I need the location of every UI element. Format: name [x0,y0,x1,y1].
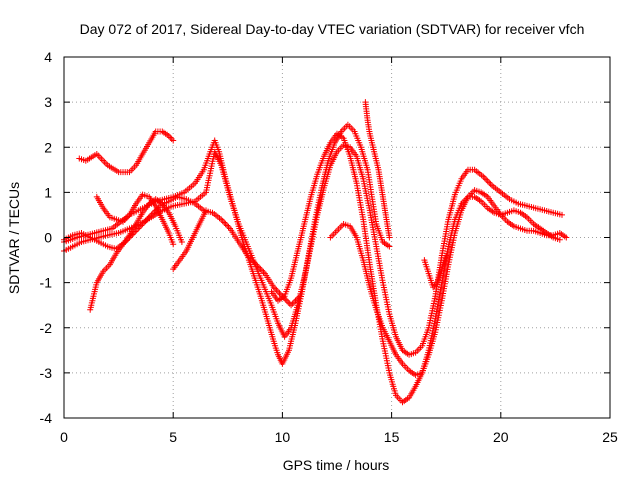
x-tick-label: 0 [60,429,68,445]
x-tick-label: 25 [602,429,618,445]
x-tick-label: 5 [169,429,177,445]
data-point [167,134,174,141]
data-point [178,239,185,245]
data-point [291,299,297,306]
data-point [285,299,292,306]
y-tick-label: 2 [44,139,52,155]
data-point [486,179,493,186]
chart-title: Day 072 of 2017, Sidereal Day-to-day VTE… [80,21,585,37]
data-point [443,252,450,259]
x-tick-label: 15 [384,429,400,445]
series-sat-b [61,121,393,367]
data-point [170,137,177,144]
series-sat-g [170,207,209,273]
y-tick-label: 4 [44,49,52,65]
y-tick-label: 1 [44,184,52,200]
y-tick-label: 0 [44,230,52,246]
x-axis-label: GPS time / hours [283,457,390,473]
data-point [296,293,303,300]
data-point [225,224,232,230]
data-point [289,300,296,307]
data-point [276,290,283,297]
axis-ticks: 0 5 10 15 20 25 -4 -3 -2 -1 0 1 2 3 4 [40,49,618,445]
y-axis-label: SDTVAR / TECUs [6,182,22,294]
series-sat-j [362,99,393,241]
series-sat-c [61,142,565,358]
data-point [481,175,488,182]
data-point [483,176,490,183]
y-tick-label: -3 [40,365,53,381]
data-point [138,222,145,229]
series-sat-a [76,128,177,176]
data-point [203,207,209,214]
y-tick-label: -2 [40,320,53,336]
data-point [259,267,265,274]
data-points [61,99,570,406]
x-tick-label: 20 [493,429,509,445]
data-point [563,234,570,241]
x-tick-label: 10 [275,429,291,445]
data-point [556,236,563,243]
data-point [221,219,228,226]
y-tick-label: -4 [40,410,53,426]
data-point [222,221,229,227]
data-point [487,181,494,188]
series-sat-f [93,191,177,248]
data-point [168,136,175,142]
data-point [484,178,491,185]
data-point [386,243,393,250]
data-point [288,302,295,309]
series-sat-i [327,193,563,379]
series-sat-k [421,252,450,291]
data-point [386,234,393,241]
y-tick-label: -1 [40,275,53,291]
data-point [559,211,565,218]
data-point [224,222,231,229]
data-point [260,269,267,276]
series-sat-h [268,130,570,406]
data-point [251,260,258,267]
grid-lines [64,57,610,418]
data-point [170,241,177,248]
y-tick-label: 3 [44,94,52,110]
